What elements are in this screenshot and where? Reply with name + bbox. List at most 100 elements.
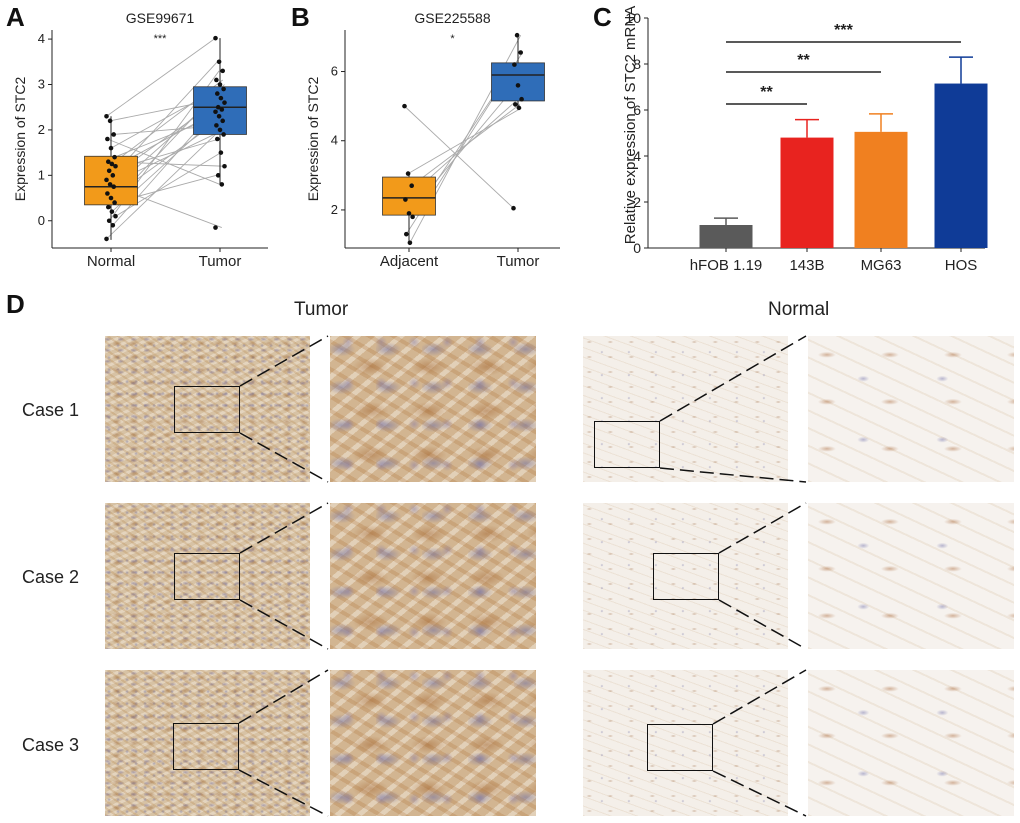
data-point (222, 100, 227, 105)
data-point (221, 86, 226, 92)
ihc-normal-case2-high-mag (808, 503, 1014, 649)
data-point (403, 197, 408, 202)
significance-label: * (450, 33, 455, 45)
data-point (111, 132, 116, 137)
significance-label: *** (834, 22, 853, 39)
data-point (107, 118, 113, 124)
panel-label-a: A (6, 2, 25, 32)
x-tick-label: HOS (945, 257, 978, 274)
chart-b-box-plot: GSE225588 * 2 4 6 Expression of STC2 Adjacent T… (305, 10, 560, 270)
data-point (106, 204, 111, 210)
data-point (215, 136, 220, 142)
data-point (108, 195, 114, 201)
y-tick-label: 4 (38, 31, 45, 46)
data-point (214, 77, 219, 83)
data-point (406, 211, 412, 216)
data-point (220, 68, 225, 74)
data-point (512, 62, 517, 67)
box-tumor (491, 62, 545, 102)
significance-label: ** (760, 84, 773, 101)
case-label-3: Case 3 (22, 735, 80, 755)
case-label-1: Case 1 (22, 400, 80, 420)
y-tick-label: 1 (38, 167, 45, 182)
data-point (216, 59, 222, 65)
data-point (214, 123, 219, 128)
y-axis-label: Expression of STC2 (305, 77, 321, 202)
data-point (104, 177, 109, 183)
data-point (215, 104, 221, 110)
bar-143b (780, 137, 834, 248)
data-point (516, 105, 522, 111)
data-point (410, 214, 415, 220)
y-axis-label: Expression of STC2 (12, 77, 28, 202)
data-point (518, 50, 523, 55)
data-point (402, 103, 407, 109)
ihc-tumor-case3-high-mag (330, 670, 536, 816)
data-point (110, 222, 116, 228)
box-adjacent (382, 176, 436, 216)
panel-label-b: B (291, 2, 310, 32)
significance-label: ** (797, 52, 810, 69)
ihc-tumor-case2-low-mag (105, 503, 310, 649)
data-point (108, 145, 114, 151)
y-tick-label: 3 (38, 77, 45, 92)
chart-title: GSE99671 (126, 10, 195, 26)
x-tick-label: Tumor (497, 253, 540, 270)
data-point (215, 91, 220, 96)
y-tick-label: 8 (633, 56, 641, 72)
y-tick-label: 10 (625, 10, 641, 26)
chart-title: GSE225588 (414, 10, 490, 26)
bar-mg63 (854, 131, 908, 248)
data-point (407, 240, 413, 246)
data-point (213, 225, 218, 230)
bar-hos (934, 83, 988, 248)
data-point (218, 150, 224, 155)
zoom-region-box (653, 553, 719, 600)
data-point (112, 200, 117, 205)
case-label-2: Case 2 (22, 567, 80, 587)
data-point (113, 213, 118, 219)
data-point (519, 96, 524, 102)
tumor-header: Tumor (294, 299, 349, 320)
panel-label-c: C (593, 2, 612, 32)
pair-line (106, 134, 216, 240)
data-point (514, 32, 520, 38)
ihc-normal-case3-high-mag (808, 670, 1014, 816)
normal-header: Normal (768, 299, 830, 320)
zoom-region-box (647, 724, 713, 771)
data-point (104, 113, 109, 119)
chart-a-box-plot: GSE99671 *** 0 1 2 3 4 Expression of STC2 Normal… (12, 10, 268, 270)
data-point (219, 107, 225, 112)
data-point (106, 168, 112, 174)
data-point (109, 209, 115, 214)
y-tick-label: 6 (331, 64, 338, 79)
data-point (515, 83, 521, 88)
pair-line (107, 138, 221, 185)
data-point (405, 171, 411, 176)
x-tick-label: Tumor (199, 253, 242, 270)
ihc-tumor-case1-high-mag (330, 336, 536, 482)
ihc-tumor-case2-high-mag (330, 503, 536, 649)
data-point (218, 95, 224, 101)
y-tick-label: 4 (633, 148, 641, 164)
zoom-region-box (173, 723, 239, 770)
ihc-normal-case3-low-mag (583, 670, 788, 816)
data-point (217, 127, 223, 133)
data-point (222, 163, 227, 169)
x-tick-label: MG63 (861, 257, 902, 274)
data-point (221, 132, 226, 137)
data-point (107, 182, 113, 187)
y-axis-label: Relative expression of STC2 mRNA (622, 6, 639, 244)
ihc-tumor-case1-low-mag (105, 336, 310, 482)
y-tick-label: 2 (331, 202, 338, 217)
significance-label: *** (154, 33, 168, 45)
x-tick-label: 143B (789, 257, 824, 274)
panel-label-d: D (6, 289, 25, 319)
ihc-normal-case1-low-mag (583, 336, 788, 482)
y-tick-label: 2 (38, 122, 45, 137)
data-point (220, 118, 225, 124)
y-tick-label: 0 (633, 240, 641, 256)
pair-line (404, 105, 514, 209)
data-point (216, 113, 222, 119)
